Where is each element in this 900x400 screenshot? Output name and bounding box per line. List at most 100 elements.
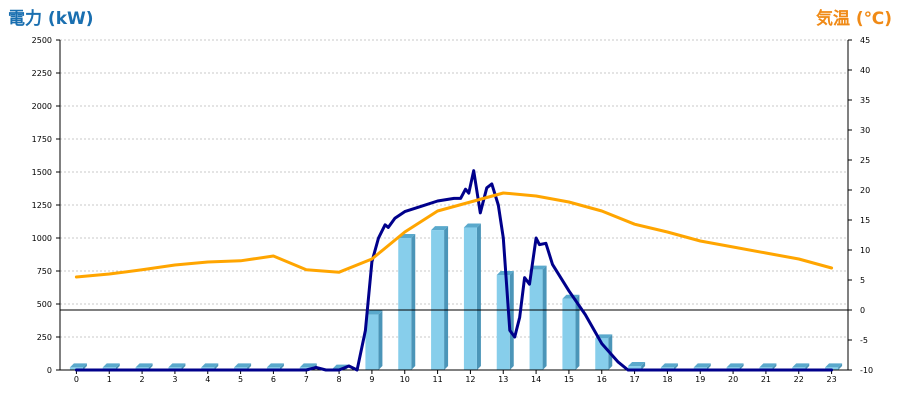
bar-front (463, 227, 477, 370)
temperature-line (74, 191, 834, 279)
bar-top (201, 363, 219, 368)
bar-side (805, 363, 810, 370)
x-tick-label: 2 (140, 375, 145, 384)
x-tick-label: 19 (695, 375, 705, 384)
bar-side (411, 234, 416, 370)
bar-top (431, 226, 449, 231)
bar-side (444, 226, 449, 370)
x-tick-label: 10 (400, 375, 410, 384)
bar-top (825, 363, 843, 368)
bar-side (575, 294, 580, 370)
x-tick-label: 21 (761, 375, 771, 384)
bar-top (660, 363, 678, 368)
bar-side (279, 363, 284, 370)
bar-front (529, 269, 543, 370)
right-tick-label: 0 (860, 306, 865, 315)
x-tick-label: 13 (498, 375, 508, 384)
right-tick-label: 45 (860, 36, 870, 45)
bar-top (759, 363, 777, 368)
x-tick-label: 4 (205, 375, 210, 384)
left-tick-label: 1000 (32, 234, 52, 243)
left-tick-label: 750 (37, 267, 52, 276)
right-tick-label: 5 (860, 276, 865, 285)
x-tick-label: 12 (465, 375, 475, 384)
left-tick-label: 2000 (32, 102, 52, 111)
bar-side (838, 363, 843, 370)
bar-top (299, 363, 317, 368)
x-tick-label: 20 (728, 375, 738, 384)
bar-side (115, 363, 120, 370)
bar-front (398, 238, 412, 370)
bar-side (641, 362, 646, 370)
right-tick-label: 20 (860, 186, 870, 195)
right-axis-title: 気温 (℃) (815, 8, 892, 29)
power-bar (562, 294, 580, 370)
bar-side (772, 363, 777, 370)
bar-top (365, 310, 383, 315)
bar-side (148, 363, 153, 370)
bar-side (476, 223, 481, 370)
bar-top (628, 362, 646, 367)
bar-top (234, 363, 252, 368)
power-bar (365, 310, 383, 370)
power-bar (529, 265, 547, 370)
bar-side (214, 363, 219, 370)
bar-side (542, 265, 547, 370)
right-tick-label: 35 (860, 96, 870, 105)
right-tick-label: 15 (860, 216, 870, 225)
left-tick-label: 2500 (32, 36, 52, 45)
left-tick-label: 250 (37, 333, 52, 342)
x-tick-label: 23 (826, 375, 836, 384)
bar-top (266, 363, 284, 368)
left-tick-label: 0 (47, 366, 52, 375)
power-bar (628, 362, 646, 370)
right-tick-label: 25 (860, 156, 870, 165)
left-tick-label: 2250 (32, 69, 52, 78)
left-tick-label: 1500 (32, 168, 52, 177)
left-tick-label: 1250 (32, 201, 52, 210)
right-tick-label: 40 (860, 66, 870, 75)
grid-lines (60, 39, 848, 338)
bar-top (135, 363, 153, 368)
bar-side (673, 363, 678, 370)
bar-side (509, 270, 514, 370)
x-tick-label: 15 (564, 375, 574, 384)
right-tick-label: 10 (860, 246, 870, 255)
x-tick-label: 8 (337, 375, 342, 384)
bar-top (463, 223, 481, 228)
bar-front (365, 314, 379, 370)
right-tick-label: -5 (860, 336, 868, 345)
bar-top (693, 363, 711, 368)
power-bar (398, 234, 416, 370)
power-bar (463, 223, 481, 370)
bar-top (792, 363, 810, 368)
x-tick-label: 5 (238, 375, 243, 384)
x-tick-label: 0 (74, 375, 79, 384)
x-tick-label: 22 (794, 375, 804, 384)
bar-top (726, 363, 744, 368)
power-bar (431, 226, 449, 370)
x-tick-label: 9 (369, 375, 374, 384)
bar-side (247, 363, 252, 370)
x-tick-label: 7 (304, 375, 309, 384)
x-tick-label: 14 (531, 375, 541, 384)
left-tick-label: 500 (37, 300, 52, 309)
lines (74, 169, 834, 372)
x-tick-label: 17 (629, 375, 639, 384)
x-tick-label: 16 (597, 375, 607, 384)
right-tick-label: -10 (860, 366, 873, 375)
bar-front (431, 230, 445, 370)
right-tick-label: 30 (860, 126, 870, 135)
left-tick-label: 1750 (32, 135, 52, 144)
bar-top (69, 363, 87, 368)
bar-side (739, 363, 744, 370)
bar-top (168, 363, 186, 368)
x-tick-label: 1 (107, 375, 112, 384)
bar-top (529, 265, 547, 270)
bar-side (706, 363, 711, 370)
left-axis-title: 電力 (kW) (8, 8, 94, 29)
tick-labels: 02505007501000125015001750200022502500-1… (32, 36, 873, 384)
bar-side (378, 310, 383, 370)
x-tick-label: 6 (271, 375, 276, 384)
